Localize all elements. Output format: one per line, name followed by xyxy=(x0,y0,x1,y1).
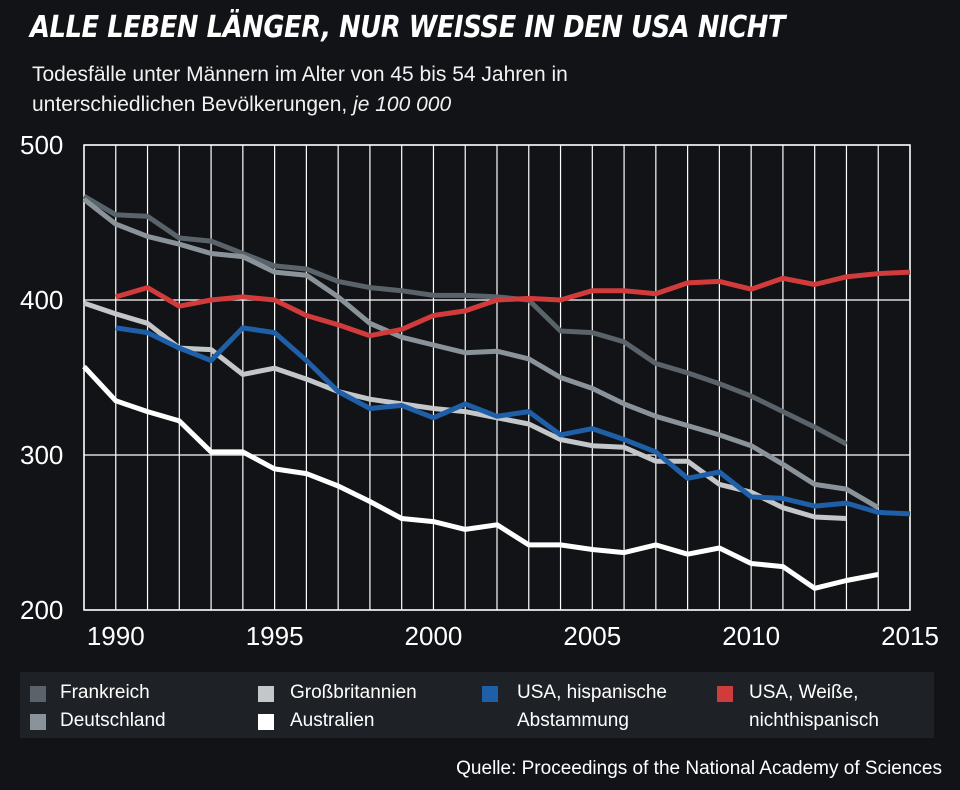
legend-swatch-grossbritannien xyxy=(258,686,274,702)
legend-swatch-frankreich xyxy=(30,686,46,702)
legend-label-deutschland: Deutschland xyxy=(60,710,166,731)
subtitle-unit: je 100 000 xyxy=(353,93,452,116)
legend-swatch-usa-hispanisch xyxy=(482,686,498,702)
y-tick-label: 300 xyxy=(20,440,63,470)
chart-tick-labels: 200 300 400 500 1990 1995 2000 2005 2010 2015 xyxy=(20,130,939,651)
legend-label-usa-hispanisch-2: Abstammung xyxy=(517,710,629,731)
legend-label-frankreich: Frankreich xyxy=(60,682,150,703)
legend-swatch-australien xyxy=(258,714,274,730)
source-note: Quelle: Proceedings of the National Acad… xyxy=(456,758,942,779)
y-tick-label: 200 xyxy=(20,595,63,625)
series-line-großbritannien xyxy=(83,300,847,521)
chart-grid xyxy=(83,144,911,611)
x-tick-label: 2000 xyxy=(405,621,463,651)
legend-label-usa-weisse-1: USA, Weiße, xyxy=(749,682,859,703)
line-chart: 200 300 400 500 1990 1995 2000 2005 2010 2015 xyxy=(20,130,939,651)
x-tick-label: 2010 xyxy=(722,621,780,651)
chart-series xyxy=(82,193,911,591)
legend: Frankreich Deutschland Großbritannien Au… xyxy=(20,672,934,738)
x-tick-label: 1990 xyxy=(87,621,145,651)
chart-subtitle: Todesfälle unter Männern im Alter von 45… xyxy=(32,60,732,120)
series-line-australien xyxy=(82,364,879,591)
series-line-deutschland xyxy=(82,197,880,510)
legend-label-usa-weisse-2: nichthispanisch xyxy=(749,710,879,731)
series-line-usa-weiße-nichthispanisch xyxy=(115,269,911,339)
y-tick-label: 500 xyxy=(20,130,63,160)
series-line-frankreich xyxy=(82,193,848,447)
legend-label-usa-hispanisch-1: USA, hispanische xyxy=(517,682,667,703)
legend-label-australien: Australien xyxy=(290,710,375,731)
x-tick-label: 2015 xyxy=(881,621,939,651)
x-tick-label: 1995 xyxy=(246,621,304,651)
legend-swatch-usa-weisse xyxy=(717,686,733,702)
series-line-usa-hispanische-abstammung xyxy=(115,325,911,517)
subtitle-text: Todesfälle unter Männern im Alter von 45… xyxy=(32,63,568,116)
y-tick-label: 400 xyxy=(20,285,63,315)
chart-title: ALLE LEBEN LÄNGER, NUR WEISSE IN DEN USA… xyxy=(30,10,786,45)
legend-label-grossbritannien: Großbritannien xyxy=(290,682,417,703)
x-tick-label: 2005 xyxy=(563,621,621,651)
legend-swatch-deutschland xyxy=(30,714,46,730)
